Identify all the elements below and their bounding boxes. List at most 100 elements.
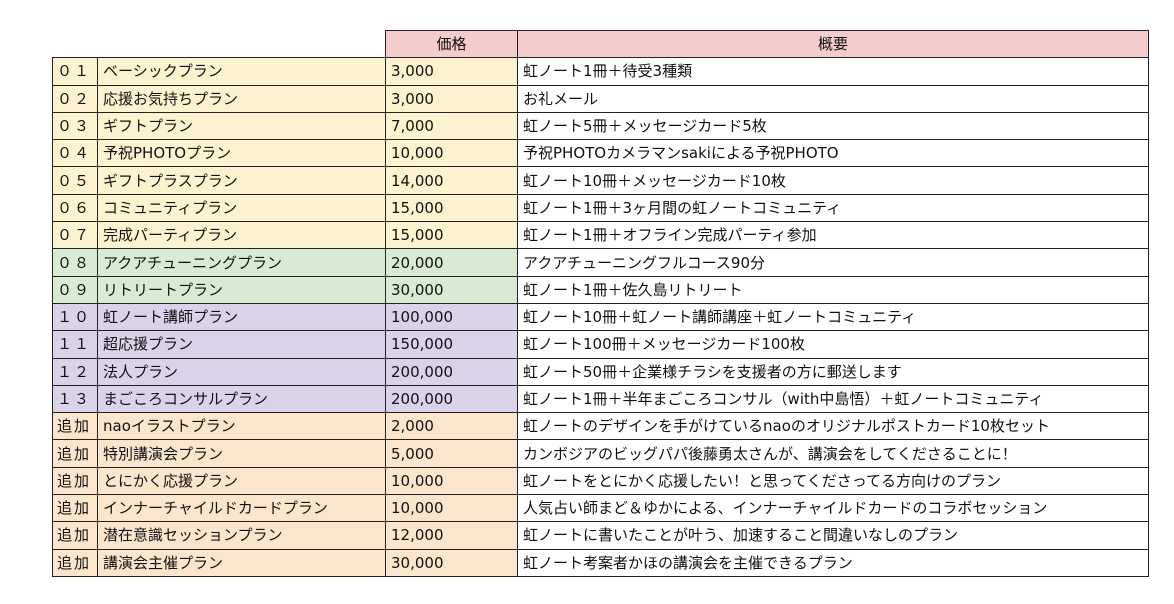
- price-cell[interactable]: 200,000: [385, 357, 518, 386]
- summary-cell[interactable]: 虹ノートに書いたことが叶う、加速すること間違いなしのプラン: [517, 521, 1149, 550]
- table-row: 追加 潜在意識セッションプラン 12,000 虹ノートに書いたことが叶う、加速すること…: [52, 521, 1149, 550]
- row-number[interactable]: 追加: [52, 439, 98, 468]
- summary-cell[interactable]: アクアチューニングフルコース90分: [517, 248, 1149, 277]
- table-row: １２ 法人プラン 200,000 虹ノート50冊＋企業様チラシを支援者の方に郵送します: [52, 357, 1149, 386]
- plan-name-cell[interactable]: 予祝PHOTOプラン: [97, 139, 386, 168]
- table-row: ０９ リトリートプラン 30,000 虹ノート1冊＋佐久島リトリート: [52, 275, 1149, 304]
- table-row: ０３ ギフトプラン 7,000 虹ノート5冊＋メッセージカード5枚: [52, 111, 1149, 141]
- table-row: １３ まごころコンサルプラン 200,000 虹ノート1冊＋半年まごころコンサル（wi…: [52, 384, 1149, 414]
- plan-name-cell[interactable]: ギフトプラン: [97, 111, 386, 141]
- row-number[interactable]: ０２: [52, 84, 98, 113]
- header-price[interactable]: 価格: [385, 29, 518, 59]
- summary-cell[interactable]: 虹ノートのデザインを手がけているnaoのオリジナルポストカード10枚セット: [517, 412, 1149, 441]
- row-number[interactable]: ０６: [52, 193, 98, 223]
- table-row: ０２ 応援お気持ちプラン 3,000 お礼メール: [52, 84, 1149, 113]
- plan-name-cell[interactable]: 講演会主催プラン: [97, 548, 386, 577]
- header-blank: [52, 30, 98, 59]
- header-summary[interactable]: 概要: [517, 29, 1149, 59]
- table-row: １１ 超応援プラン 150,000 虹ノート100冊＋メッセージカード100枚: [52, 330, 1149, 359]
- summary-cell[interactable]: 虹ノート1冊＋3ヶ月間の虹ノートコミュニティ: [517, 193, 1149, 223]
- summary-cell[interactable]: 虹ノート10冊＋メッセージカード10枚: [517, 166, 1149, 195]
- plan-name-cell[interactable]: インナーチャイルドカードプラン: [97, 494, 386, 523]
- plan-name-cell[interactable]: リトリートプラン: [97, 275, 386, 304]
- summary-cell[interactable]: 虹ノート5冊＋メッセージカード5枚: [517, 111, 1149, 141]
- price-cell[interactable]: 10,000: [385, 494, 518, 523]
- plans-table: 価格 概要 ０１ ベーシックプラン 3,000 虹ノート1冊＋待受3種類 ０２ 応援お気持…: [52, 29, 1149, 577]
- row-number[interactable]: １１: [52, 330, 98, 359]
- table-row: ０１ ベーシックプラン 3,000 虹ノート1冊＋待受3種類: [52, 57, 1149, 86]
- plan-name-cell[interactable]: 虹ノート講師プラン: [97, 302, 386, 332]
- table-row: １０ 虹ノート講師プラン 100,000 虹ノート10冊＋虹ノート講師講座＋虹ノートコ…: [52, 302, 1149, 332]
- plan-name-cell[interactable]: 法人プラン: [97, 357, 386, 386]
- plan-name-cell[interactable]: 潜在意識セッションプラン: [97, 521, 386, 550]
- table-row: 追加 とにかく応援プラン 10,000 虹ノートをとにかく応援したい！と思ってくださっ…: [52, 466, 1149, 496]
- row-number[interactable]: ０４: [52, 139, 98, 168]
- price-cell[interactable]: 30,000: [385, 548, 518, 577]
- row-number[interactable]: 追加: [52, 494, 98, 523]
- plan-name-cell[interactable]: 超応援プラン: [97, 330, 386, 359]
- price-cell[interactable]: 15,000: [385, 193, 518, 223]
- row-number[interactable]: ０５: [52, 166, 98, 195]
- price-cell[interactable]: 7,000: [385, 111, 518, 141]
- row-number[interactable]: 追加: [52, 548, 98, 577]
- price-cell[interactable]: 150,000: [385, 330, 518, 359]
- price-cell[interactable]: 5,000: [385, 439, 518, 468]
- price-cell[interactable]: 10,000: [385, 139, 518, 168]
- row-number[interactable]: ０１: [52, 57, 98, 86]
- header-blank: [97, 30, 386, 59]
- price-cell[interactable]: 100,000: [385, 302, 518, 332]
- plan-name-cell[interactable]: アクアチューニングプラン: [97, 248, 386, 277]
- summary-cell[interactable]: お礼メール: [517, 84, 1149, 113]
- price-cell[interactable]: 15,000: [385, 221, 518, 250]
- table-row: ０６ コミュニティプラン 15,000 虹ノート1冊＋3ヶ月間の虹ノートコミュニティ: [52, 193, 1149, 223]
- row-number[interactable]: １０: [52, 302, 98, 332]
- price-cell[interactable]: 200,000: [385, 384, 518, 414]
- price-cell[interactable]: 20,000: [385, 248, 518, 277]
- summary-cell[interactable]: 虹ノート1冊＋オフライン完成パーティ参加: [517, 221, 1149, 250]
- summary-cell[interactable]: 虹ノート1冊＋待受3種類: [517, 57, 1149, 86]
- row-number[interactable]: ０７: [52, 221, 98, 250]
- summary-cell[interactable]: 虹ノート100冊＋メッセージカード100枚: [517, 330, 1149, 359]
- table-row: ０８ アクアチューニングプラン 20,000 アクアチューニングフルコース90分: [52, 248, 1149, 277]
- row-number[interactable]: ０９: [52, 275, 98, 304]
- table-row: 追加 インナーチャイルドカードプラン 10,000 人気占い師まど＆ゆかによる、インナ…: [52, 494, 1149, 523]
- row-number[interactable]: 追加: [52, 466, 98, 496]
- price-cell[interactable]: 12,000: [385, 521, 518, 550]
- summary-cell[interactable]: 虹ノート50冊＋企業様チラシを支援者の方に郵送します: [517, 357, 1149, 386]
- plan-name-cell[interactable]: コミュニティプラン: [97, 193, 386, 223]
- price-cell[interactable]: 30,000: [385, 275, 518, 304]
- plan-name-cell[interactable]: ギフトプラスプラン: [97, 166, 386, 195]
- row-number[interactable]: 追加: [52, 521, 98, 550]
- plan-name-cell[interactable]: ベーシックプラン: [97, 57, 386, 86]
- summary-cell[interactable]: 予祝PHOTOカメラマンsakiによる予祝PHOTO: [517, 139, 1149, 168]
- price-cell[interactable]: 3,000: [385, 57, 518, 86]
- summary-cell[interactable]: カンボジアのビッグパパ後藤勇太さんが、講演会をしてくださることに！: [517, 439, 1149, 468]
- price-cell[interactable]: 10,000: [385, 466, 518, 496]
- table-row: ０５ ギフトプラスプラン 14,000 虹ノート10冊＋メッセージカード10枚: [52, 166, 1149, 195]
- plan-name-cell[interactable]: 特別講演会プラン: [97, 439, 386, 468]
- plan-name-cell[interactable]: 完成パーティプラン: [97, 221, 386, 250]
- summary-cell[interactable]: 虹ノート考案者かほの講演会を主催できるプラン: [517, 548, 1149, 577]
- summary-cell[interactable]: 人気占い師まど＆ゆかによる、インナーチャイルドカードのコラボセッション: [517, 494, 1149, 523]
- plan-name-cell[interactable]: まごころコンサルプラン: [97, 384, 386, 414]
- row-number[interactable]: ０３: [52, 111, 98, 141]
- summary-cell[interactable]: 虹ノート1冊＋佐久島リトリート: [517, 275, 1149, 304]
- summary-cell[interactable]: 虹ノート10冊＋虹ノート講師講座＋虹ノートコミュニティ: [517, 302, 1149, 332]
- price-cell[interactable]: 14,000: [385, 166, 518, 195]
- row-number[interactable]: １３: [52, 384, 98, 414]
- table-row: ０７ 完成パーティプラン 15,000 虹ノート1冊＋オフライン完成パーティ参加: [52, 221, 1149, 250]
- header-row: 価格 概要: [52, 29, 1149, 59]
- row-number[interactable]: １２: [52, 357, 98, 386]
- price-cell[interactable]: 3,000: [385, 84, 518, 113]
- table-row: 追加 naoイラストプラン 2,000 虹ノートのデザインを手がけているnaoのオリジ…: [52, 412, 1149, 441]
- plan-name-cell[interactable]: 応援お気持ちプラン: [97, 84, 386, 113]
- summary-cell[interactable]: 虹ノート1冊＋半年まごころコンサル（with中島悟）＋虹ノートコミュニティ: [517, 384, 1149, 414]
- row-number[interactable]: 追加: [52, 412, 98, 441]
- price-cell[interactable]: 2,000: [385, 412, 518, 441]
- plan-name-cell[interactable]: naoイラストプラン: [97, 412, 386, 441]
- table-row: ０４ 予祝PHOTOプラン 10,000 予祝PHOTOカメラマンsakiによる予祝P…: [52, 139, 1149, 168]
- plan-name-cell[interactable]: とにかく応援プラン: [97, 466, 386, 496]
- row-number[interactable]: ０８: [52, 248, 98, 277]
- summary-cell[interactable]: 虹ノートをとにかく応援したい！と思ってくださってる方向けのプラン: [517, 466, 1149, 496]
- table-row: 追加 特別講演会プラン 5,000 カンボジアのビッグパパ後藤勇太さんが、講演会をして…: [52, 439, 1149, 468]
